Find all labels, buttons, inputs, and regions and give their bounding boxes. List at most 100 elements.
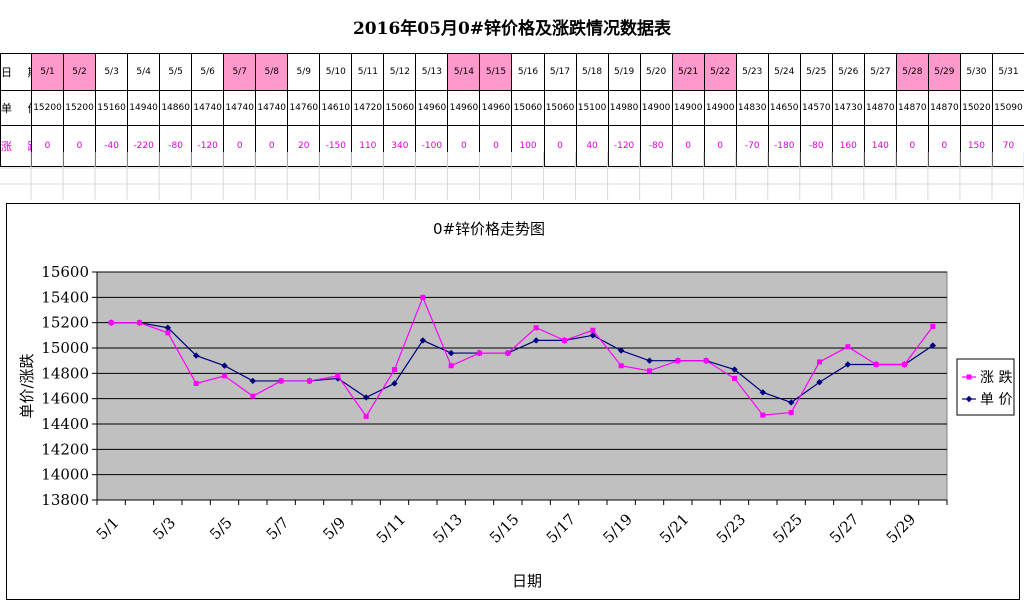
- x-tick-label: 5/7: [263, 514, 293, 544]
- y-tick-label: 15200: [41, 314, 89, 332]
- y-axis-label: 单价/涨跌: [18, 353, 36, 418]
- price-cell: 15060: [383, 90, 417, 126]
- plot-area: [96, 271, 948, 501]
- legend-marker: [965, 395, 973, 403]
- date-cell: 5/22: [703, 53, 737, 91]
- price-cell: 14940: [127, 90, 161, 126]
- data-point-price: [816, 379, 823, 386]
- price-row: 单 价 152001520015160149401486014740147401…: [0, 90, 1024, 126]
- price-cell: 14740: [255, 90, 289, 126]
- data-point-price: [532, 337, 540, 344]
- date-row-label: 日 期: [0, 53, 32, 91]
- price-cell: 15090: [991, 90, 1024, 126]
- data-point-change: [760, 412, 766, 418]
- data-point-price: [617, 347, 625, 354]
- date-cell: 5/20: [639, 53, 673, 91]
- x-tick-label: 5/1: [93, 514, 123, 544]
- data-point-change: [732, 375, 737, 381]
- change-cell: -180: [767, 125, 801, 167]
- data-point-change: [193, 380, 199, 386]
- legend-marker: [966, 374, 972, 380]
- date-cell: 5/4: [127, 53, 161, 91]
- price-cell: 14900: [639, 90, 673, 126]
- change-cell: -80: [159, 125, 193, 167]
- change-cell: 110: [351, 125, 385, 167]
- date-cell: 5/2: [63, 53, 97, 91]
- change-cell: -120: [191, 125, 225, 167]
- x-axis-label: 日期: [512, 572, 542, 590]
- x-tick-label: 5/9: [319, 514, 349, 544]
- x-tick-label: 5/15: [486, 510, 523, 547]
- price-cell: 14740: [191, 90, 225, 126]
- data-point-change: [278, 378, 284, 384]
- change-cell: 0: [223, 125, 257, 167]
- date-cell: 5/16: [511, 53, 545, 91]
- change-row: 涨 跌 00-40-220-80-1200020-150110340-10000…: [0, 125, 1024, 167]
- date-cell: 5/28: [895, 53, 929, 91]
- price-cell: 14870: [895, 90, 929, 126]
- price-cell: 14650: [767, 90, 801, 126]
- data-point-price: [844, 361, 852, 368]
- x-tick-label: 5/23: [713, 510, 750, 547]
- price-cell: 15100: [575, 90, 609, 126]
- x-tick-label: 5/19: [599, 510, 636, 547]
- data-point-price: [929, 342, 937, 349]
- spreadsheet-gridlines: [0, 152, 1024, 200]
- data-table: 日 期 5/15/25/35/45/55/65/75/85/95/105/115…: [0, 53, 1024, 167]
- date-cell: 5/31: [991, 53, 1024, 91]
- date-cell: 5/8: [255, 53, 289, 91]
- data-point-change: [477, 350, 482, 356]
- x-tick-label: 5/13: [429, 510, 466, 547]
- change-cell: 70: [991, 125, 1024, 167]
- price-cell: 14570: [799, 90, 833, 126]
- price-cell: 15020: [959, 90, 993, 126]
- price-cell: 14900: [703, 90, 737, 126]
- data-point-price: [731, 366, 738, 373]
- data-point-price: [221, 362, 228, 369]
- y-tick-label: 15400: [41, 288, 89, 306]
- price-cell: 14760: [287, 90, 321, 126]
- y-tick-label: 14800: [41, 364, 89, 382]
- change-cell: 0: [543, 125, 577, 167]
- x-tick-label: 5/25: [769, 510, 806, 547]
- data-point-change: [817, 359, 822, 365]
- data-point-change: [562, 337, 567, 343]
- data-point-price: [419, 337, 427, 344]
- date-cell: 5/14: [447, 53, 481, 91]
- data-point-change: [675, 358, 681, 364]
- price-cell: 15060: [543, 90, 577, 126]
- data-point-change: [618, 363, 624, 369]
- data-point-change: [307, 378, 312, 384]
- price-cell: 14610: [319, 90, 353, 126]
- date-cell: 5/5: [159, 53, 193, 91]
- change-cell: -80: [639, 125, 673, 167]
- x-tick-label: 5/17: [543, 510, 580, 547]
- change-cell: 0: [927, 125, 961, 167]
- change-cell: -40: [95, 125, 129, 167]
- data-point-change: [363, 413, 369, 419]
- data-point-change: [533, 325, 539, 331]
- y-tick-label: 13800: [41, 491, 89, 509]
- date-cell: 5/25: [799, 53, 833, 91]
- page-title: 2016年05月0#锌价格及涨跌情况数据表: [352, 19, 672, 39]
- data-point-change: [137, 320, 142, 326]
- data-point-change: [930, 323, 936, 329]
- price-cell: 14730: [831, 90, 865, 126]
- date-cell: 5/23: [735, 53, 769, 91]
- series-line-0: [111, 295, 934, 418]
- price-cell: 14740: [223, 90, 257, 126]
- price-cell: 14960: [415, 90, 449, 126]
- x-tick-label: 5/11: [373, 510, 410, 547]
- legend: [956, 358, 1015, 416]
- data-point-change: [902, 361, 907, 367]
- data-point-change: [590, 327, 596, 333]
- price-cell: 14720: [351, 90, 385, 126]
- change-cell: 20: [287, 125, 321, 167]
- change-cell: -220: [127, 125, 161, 167]
- change-cell: 100: [511, 125, 545, 167]
- data-point-change: [392, 367, 397, 373]
- x-tick-label: 5/29: [883, 510, 920, 547]
- data-point-change: [420, 294, 426, 300]
- date-cell: 5/6: [191, 53, 225, 91]
- y-tick-label: 14000: [41, 466, 89, 484]
